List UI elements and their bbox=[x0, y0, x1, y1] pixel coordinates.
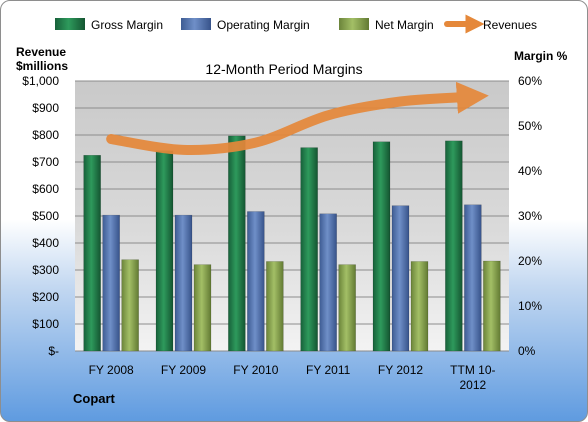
legend-label-net-margin: Net Margin bbox=[375, 18, 434, 32]
x-tick-label: FY 2011 bbox=[306, 363, 351, 377]
right-tick-label: 30% bbox=[518, 209, 542, 223]
left-tick-label: $600 bbox=[32, 182, 59, 196]
right-tick-label: 60% bbox=[518, 74, 542, 88]
gridlines bbox=[75, 80, 509, 352]
chart-title: 12-Month Period Margins bbox=[205, 61, 362, 77]
bar-gross-margin bbox=[372, 141, 391, 352]
left-tick-label: $700 bbox=[32, 155, 59, 169]
right-axis-ticks: 0% 10% 20% 30% 40% 50% 60% bbox=[518, 74, 542, 358]
bar-gross-margin bbox=[155, 150, 174, 352]
bar-net-margin bbox=[483, 260, 501, 352]
bar-operating-margin bbox=[174, 214, 193, 352]
left-axis-ticks: $- $100 $200 $300 $400 $500 $600 $700 $800 $900 $1… bbox=[22, 74, 59, 358]
company-label: Copart bbox=[73, 391, 116, 406]
legend-swatch-operating-margin bbox=[181, 18, 211, 30]
left-tick-label: $900 bbox=[32, 101, 59, 115]
left-tick-label: $1,000 bbox=[22, 74, 59, 88]
bars bbox=[83, 135, 501, 352]
left-tick-label: $500 bbox=[32, 209, 59, 223]
bar-operating-margin bbox=[102, 214, 120, 352]
left-tick-label: $200 bbox=[32, 290, 59, 304]
x-axis-labels: FY 2008 FY 2009 FY 2010 FY 2011 FY 2012 TTM 1… bbox=[89, 363, 496, 392]
right-axis-label: Margin % bbox=[514, 49, 568, 63]
left-tick-label: $300 bbox=[32, 263, 59, 277]
x-tick-label: FY 2009 bbox=[161, 363, 206, 377]
bar-net-margin bbox=[338, 264, 356, 352]
left-tick-label: $800 bbox=[32, 128, 59, 142]
bar-net-margin bbox=[121, 259, 139, 352]
series-revenues-line bbox=[106, 81, 489, 155]
bar-gross-margin bbox=[445, 140, 463, 352]
x-tick-label: FY 2012 bbox=[378, 363, 423, 377]
left-tick-label: $- bbox=[48, 344, 59, 358]
bar-net-margin bbox=[266, 261, 284, 352]
right-tick-label: 0% bbox=[518, 344, 536, 358]
x-tick-label: FY 2008 bbox=[89, 363, 134, 377]
left-tick-label: $400 bbox=[32, 236, 59, 250]
bar-gross-margin bbox=[300, 147, 318, 352]
right-tick-label: 10% bbox=[518, 299, 542, 313]
left-axis-label-line2: $millions bbox=[16, 59, 68, 73]
bar-gross-margin bbox=[83, 155, 101, 352]
legend: Gross Margin Operating Margin Net Margin Re… bbox=[55, 14, 537, 34]
left-axis-label-line1: Revenue bbox=[16, 45, 66, 59]
bar-net-margin bbox=[193, 264, 212, 352]
bar-net-margin bbox=[410, 261, 429, 352]
legend-label-operating-margin: Operating Margin bbox=[217, 18, 310, 32]
bar-operating-margin bbox=[247, 211, 265, 352]
left-tick-label: $100 bbox=[32, 317, 59, 331]
x-tick-label: TTM 10- bbox=[450, 363, 495, 377]
right-tick-label: 20% bbox=[518, 254, 542, 268]
legend-swatch-net-margin bbox=[339, 18, 369, 30]
x-tick-label: 2012 bbox=[459, 378, 486, 392]
x-tick-label: FY 2010 bbox=[233, 363, 278, 377]
bar-operating-margin bbox=[391, 205, 410, 352]
bar-gross-margin bbox=[228, 135, 246, 352]
bar-operating-margin bbox=[464, 204, 482, 352]
bar-operating-margin bbox=[319, 213, 337, 352]
right-tick-label: 40% bbox=[518, 164, 542, 178]
legend-swatch-gross-margin bbox=[55, 18, 85, 30]
legend-label-revenues: Revenues bbox=[483, 18, 537, 32]
legend-label-gross-margin: Gross Margin bbox=[91, 18, 163, 32]
right-tick-label: 50% bbox=[518, 119, 542, 133]
